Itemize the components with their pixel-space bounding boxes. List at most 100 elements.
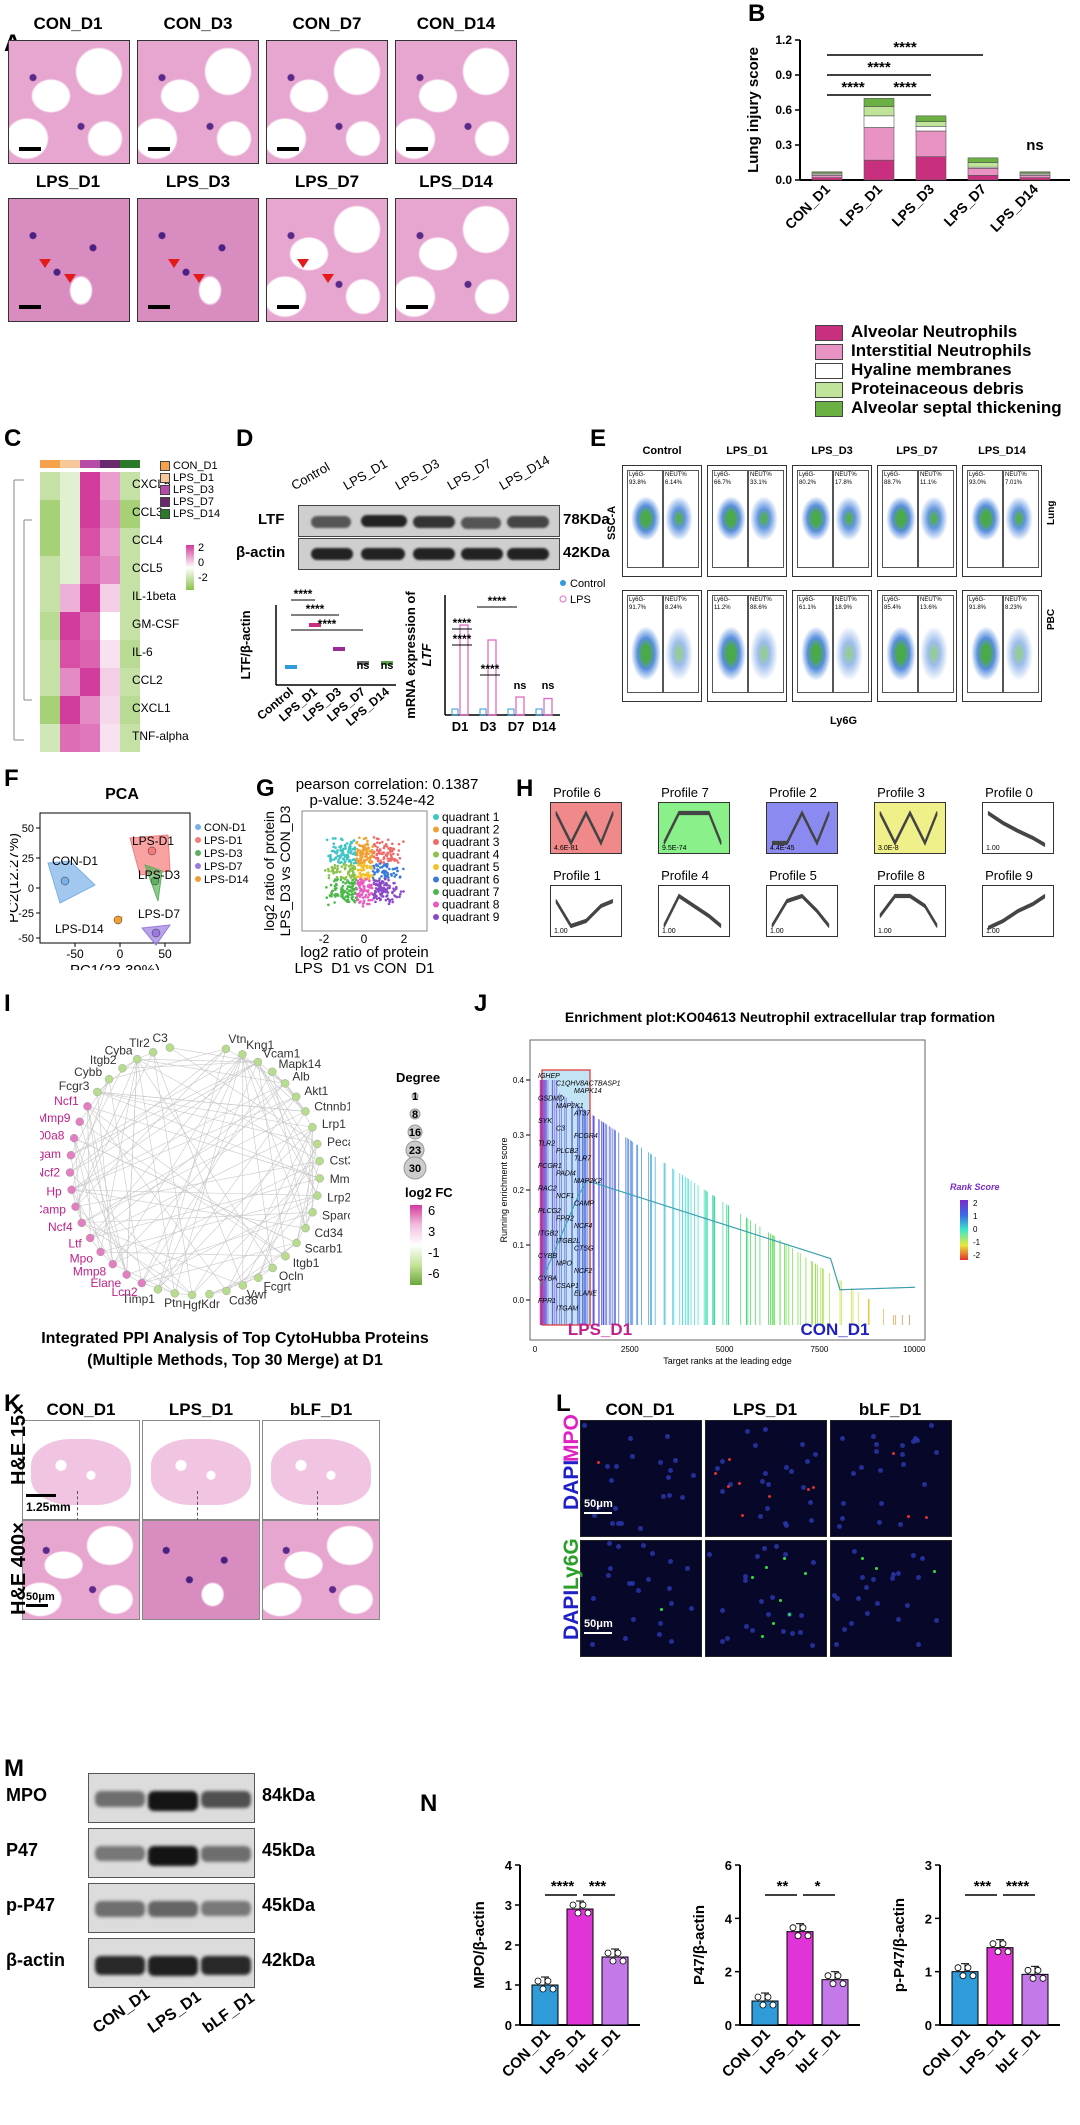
scatter-point (361, 896, 365, 899)
network-node (153, 1285, 163, 1294)
rank-tick-label: 2 (973, 1199, 978, 1208)
bar (566, 1908, 594, 2026)
heatmap-cell (120, 724, 140, 752)
scatter-point (389, 873, 393, 876)
profile-line (987, 896, 1046, 930)
scatter-point (335, 875, 339, 879)
he-histology-image (266, 198, 388, 322)
y-tick-label: 4 (725, 1911, 733, 1926)
group-label: LPS-D3 (138, 868, 180, 882)
western-blot (88, 1828, 255, 1878)
bar-segment (967, 157, 999, 163)
dapi-nucleus (804, 1459, 810, 1465)
profile-trace (879, 893, 938, 928)
scatter-point (333, 863, 337, 867)
heatmap-cell (60, 472, 80, 500)
dapi-nucleus (665, 1434, 671, 1440)
red-arrow-marker (168, 259, 180, 268)
logfc-title: log2 FC (405, 1185, 453, 1200)
scatter-point (355, 858, 359, 861)
node-label: Hp (46, 1184, 62, 1198)
fluorescence-image (830, 1540, 952, 1657)
scatter-point (368, 886, 372, 889)
heatmap-cell (100, 640, 120, 668)
scatter-point (347, 872, 350, 876)
gate-label: Ly6G- (714, 472, 731, 478)
dapi-nucleus (916, 1574, 922, 1580)
network-edge (100, 1195, 318, 1253)
scatter-point (369, 850, 373, 853)
gate-value: 93.8% (629, 480, 647, 486)
dapi-nucleus (784, 1522, 790, 1528)
zoom-guide (317, 1491, 318, 1521)
scale-bar (26, 1604, 48, 1607)
x-tick-label: D3 (480, 719, 497, 734)
scatter-point (347, 860, 351, 863)
data-point (789, 1924, 797, 1932)
gate-label: Ly6G- (799, 472, 816, 478)
protein-band (148, 1791, 198, 1811)
flow-xlabel: Ly6G (830, 715, 858, 727)
scale-bar (584, 1632, 612, 1634)
network-edge (296, 1160, 320, 1243)
dapi-nucleus (680, 1495, 686, 1501)
scatter-point (395, 859, 399, 862)
group-label: LPS-D1 (132, 834, 174, 848)
marker-signal (806, 1488, 810, 1492)
scatter-point (362, 862, 366, 865)
network-node (122, 1270, 131, 1279)
network-edge (126, 1059, 138, 1275)
scatter-point (348, 889, 352, 892)
significance-label: ** (777, 1878, 789, 1895)
network-edge (70, 1155, 83, 1223)
dapi-nucleus (760, 1479, 766, 1485)
scatter-point (375, 870, 379, 873)
node-label: Fcgrt (263, 1279, 291, 1293)
scatter-point (378, 852, 382, 855)
heatmap-cell (80, 668, 100, 696)
node-label: Cst3 (330, 1153, 350, 1167)
scatter-point (383, 883, 386, 887)
scatter-point (327, 876, 331, 880)
scatter-point (365, 864, 369, 868)
red-arrow-marker (64, 274, 76, 283)
leading-gene-label: MPO (556, 1261, 573, 1268)
dapi-nucleus (904, 1603, 910, 1609)
gate-value: 85.4% (884, 605, 902, 611)
profile-line (879, 895, 938, 927)
scatter-point (384, 853, 388, 856)
network-edge (75, 1206, 175, 1294)
scatter-point (334, 837, 337, 840)
dapi-nucleus (714, 1465, 720, 1471)
leading-gene-label: MAP2K2 (574, 1178, 602, 1185)
network-edge (70, 1061, 259, 1156)
panel-label-c: C (4, 425, 22, 452)
significance-label: **** (1006, 1878, 1030, 1895)
network-edge (90, 1126, 313, 1239)
scatter-point (363, 895, 367, 899)
gate (967, 470, 1003, 568)
marker-signal (932, 1569, 936, 1573)
y-axis-label: p-P47/β-actin (891, 1898, 908, 1992)
flow-plot: Ly6G- NEUT% 93.0% 7.01% (962, 465, 1042, 577)
data-point (799, 1924, 807, 1932)
gate-value: 88.7% (884, 480, 902, 486)
dot-group (309, 623, 321, 627)
heatmap-cell (40, 640, 60, 668)
gene-label: CCL5 (132, 561, 163, 575)
network-node (253, 1057, 263, 1067)
y-tick-label: 2 (505, 1938, 512, 1953)
network-edge (71, 1061, 259, 1191)
scatter-point (365, 858, 368, 862)
scatter-point (386, 857, 389, 860)
heatmap-cell (80, 528, 100, 556)
network-edge (141, 1054, 243, 1284)
ltf-band-size: 78KDa (563, 511, 610, 528)
scatter-point (347, 864, 351, 868)
gate-value: 61.1% (799, 605, 817, 611)
dapi-nucleus (798, 1629, 804, 1635)
scatter-point (336, 894, 340, 897)
data-point (579, 1901, 587, 1909)
network-edge (258, 1143, 318, 1278)
scatter-point (375, 848, 379, 852)
